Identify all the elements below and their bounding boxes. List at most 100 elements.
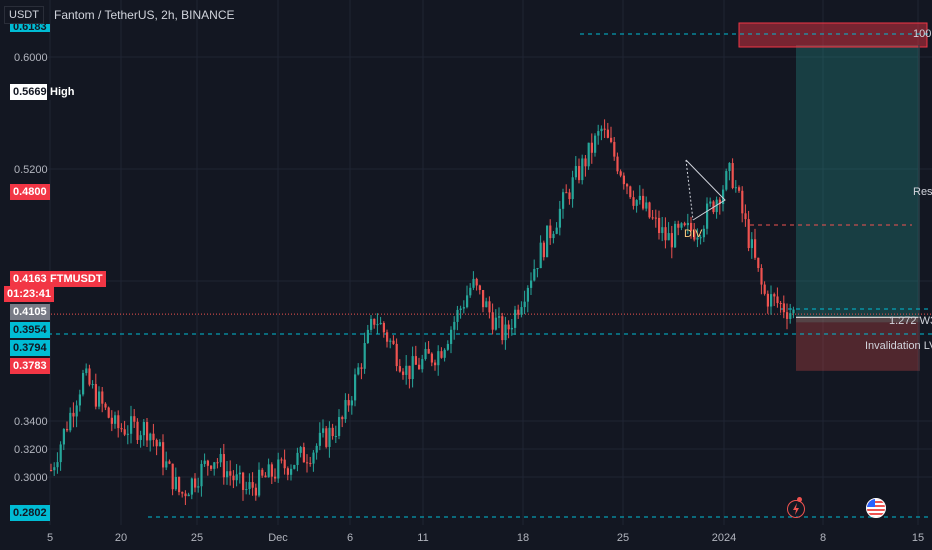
candle-body <box>277 459 280 479</box>
candle-body <box>629 186 632 198</box>
current-ticker-label: FTMUSDT <box>47 271 106 287</box>
x-tick-label: 8 <box>820 532 826 544</box>
candle-body <box>411 356 414 380</box>
trade-zones <box>738 22 928 371</box>
candle-body <box>437 351 440 366</box>
candle-body <box>350 400 353 406</box>
candle-body <box>174 476 177 490</box>
candle-body <box>360 367 363 369</box>
candle-body <box>344 400 347 420</box>
candle-body <box>325 428 328 447</box>
current-price-label: 0.4163 <box>10 271 50 287</box>
candle-body <box>302 447 305 463</box>
candle-body <box>130 416 133 434</box>
candle-body <box>203 460 206 464</box>
candle-body <box>318 432 321 446</box>
candle-body <box>382 322 385 333</box>
candle-body <box>718 199 721 205</box>
loss-zone <box>796 317 920 371</box>
candle-body <box>725 171 728 190</box>
candle-body <box>638 195 641 201</box>
candle-body <box>251 482 254 488</box>
candle-body <box>158 442 161 447</box>
candle-body <box>526 287 529 302</box>
candle-body <box>523 301 526 308</box>
candle-body <box>197 486 200 488</box>
candle-body <box>734 187 737 189</box>
candle-body <box>123 429 126 435</box>
candle-body <box>757 257 760 269</box>
candle-body <box>440 351 443 358</box>
candle-body <box>670 233 673 248</box>
candle-body <box>62 428 65 445</box>
candle-body <box>427 348 430 354</box>
candle-body <box>603 128 606 130</box>
candle-body <box>482 289 485 308</box>
candle-body <box>558 208 561 228</box>
candle-body <box>242 472 245 490</box>
candle-body <box>450 329 453 344</box>
res-label: Res <box>913 186 932 198</box>
candle-body <box>379 322 382 325</box>
candle-body <box>120 428 123 430</box>
candle-body <box>136 421 139 440</box>
candle-body <box>184 493 187 497</box>
candle-body <box>59 444 62 463</box>
candle-body <box>142 422 145 436</box>
candle-body <box>88 368 91 385</box>
candle-body <box>354 374 357 401</box>
candle-body <box>494 317 497 330</box>
candle-body <box>555 227 558 234</box>
candle-body <box>562 192 565 209</box>
candle-body <box>424 348 427 360</box>
candle-body <box>226 471 229 478</box>
candle-body <box>232 475 235 481</box>
candle-body <box>286 468 289 475</box>
candle-body <box>693 231 696 240</box>
candle-body <box>581 158 584 181</box>
candle-body <box>626 184 629 187</box>
candle-body <box>101 391 104 404</box>
candle-body <box>194 478 197 488</box>
y-tick-label: 0.3200 <box>14 444 48 456</box>
candle-body <box>651 217 654 219</box>
candle-body <box>542 242 545 258</box>
candle-body <box>216 462 219 464</box>
candle-body <box>322 428 325 433</box>
candle-body <box>328 427 331 447</box>
candle-body <box>341 417 344 420</box>
candle-body <box>744 213 747 220</box>
candle-body <box>443 349 446 358</box>
candle-body <box>674 223 677 248</box>
candle-body <box>782 303 785 313</box>
candle-body <box>366 329 369 344</box>
x-tick-label: Dec <box>268 532 288 544</box>
candle-body <box>530 280 533 288</box>
candle-body <box>517 309 520 315</box>
lightning-event-icon[interactable] <box>787 500 805 518</box>
candle-body <box>139 435 142 440</box>
candle-body <box>715 199 718 213</box>
target-box <box>738 22 928 48</box>
candle-body <box>299 447 302 453</box>
candle-body <box>146 422 149 441</box>
candle-body <box>386 332 389 342</box>
candle-body <box>658 217 661 234</box>
candle-body <box>574 166 577 178</box>
x-tick-label: 15 <box>912 532 924 544</box>
us-flag-event-icon[interactable] <box>866 498 886 518</box>
candle-body <box>402 371 405 375</box>
candle-body <box>610 137 613 142</box>
candle-body <box>776 296 779 304</box>
candle-body <box>370 318 373 330</box>
candle-body <box>786 312 789 319</box>
candle-body <box>510 327 513 330</box>
candle-body <box>229 471 232 476</box>
candle-body <box>107 407 110 418</box>
candle-body <box>722 189 725 205</box>
entry-price-label: 0.4105 <box>10 304 50 320</box>
candle-body <box>190 478 193 495</box>
candle-body <box>635 200 638 206</box>
